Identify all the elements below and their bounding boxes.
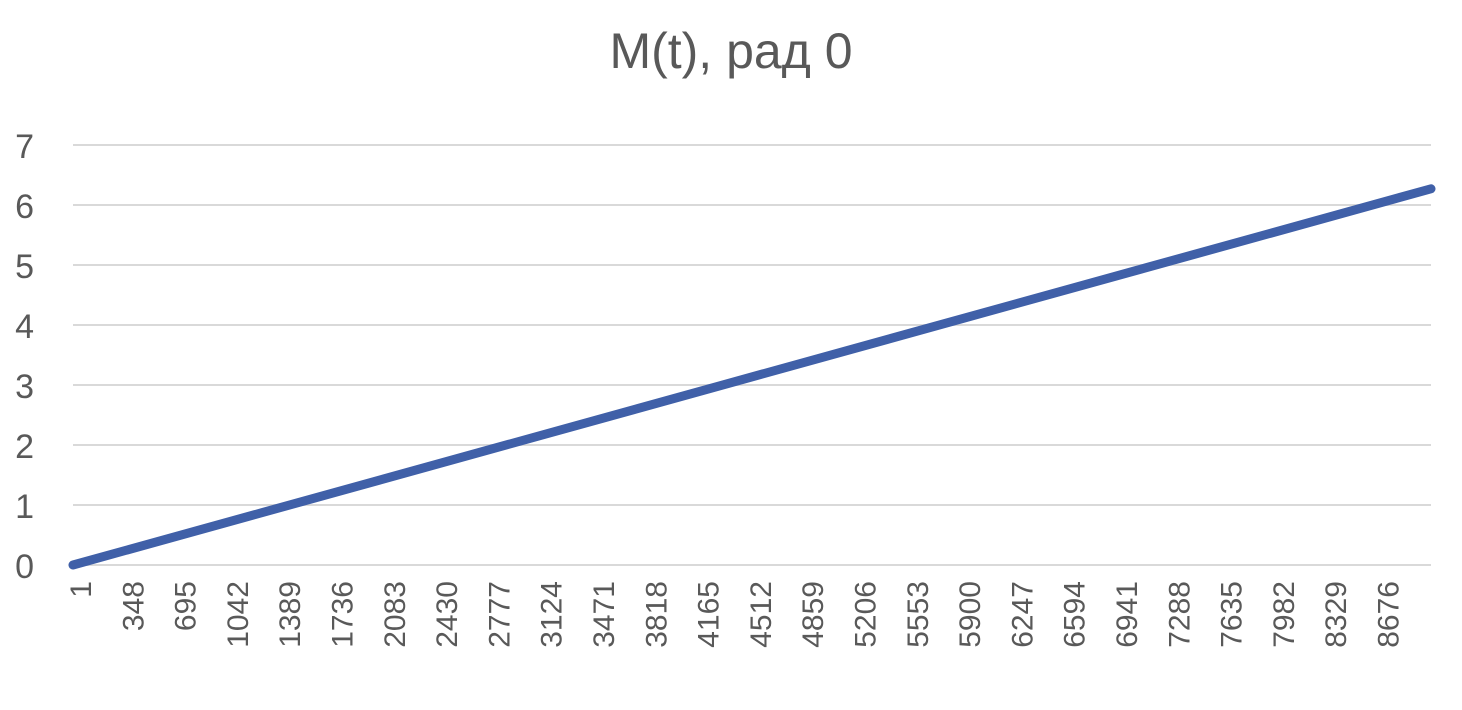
x-tick-label: 348: [117, 581, 150, 631]
x-tick-label: 4512: [745, 581, 778, 648]
x-tick-label: 2430: [431, 581, 464, 648]
x-tick-label: 2083: [379, 581, 412, 648]
y-tick-label: 6: [15, 188, 34, 226]
y-tick-label: 3: [15, 368, 34, 406]
x-tick-label: 6247: [1006, 581, 1039, 648]
x-tick-label: 3471: [588, 581, 621, 648]
x-tick-label: 5206: [850, 581, 883, 648]
x-tick-label: 5553: [902, 581, 935, 648]
y-tick-label: 1: [15, 488, 34, 526]
x-tick-label: 7635: [1216, 581, 1249, 648]
x-tick-label: 8676: [1373, 581, 1406, 648]
x-tick-label: 1: [65, 581, 98, 598]
x-tick-label: 4165: [693, 581, 726, 648]
x-tick-label: 2777: [483, 581, 516, 648]
x-tick-label: 3124: [536, 581, 569, 648]
x-tick-label: 6941: [1111, 581, 1144, 648]
y-tick-label: 7: [15, 128, 34, 166]
x-tick-label: 1042: [222, 581, 255, 648]
x-tick-label: 7982: [1268, 581, 1301, 648]
x-tick-label: 5900: [954, 581, 987, 648]
y-tick-label: 0: [15, 548, 34, 586]
x-tick-label: 6594: [1059, 581, 1092, 648]
x-tick-label: 3818: [640, 581, 673, 648]
x-tick-label: 7288: [1163, 581, 1196, 648]
x-tick-label: 1389: [274, 581, 307, 648]
y-tick-label: 4: [15, 308, 34, 346]
series-line: [68, 184, 1436, 570]
x-tick-label: 695: [170, 581, 203, 631]
y-tick-label: 5: [15, 248, 34, 286]
y-tick-label: 2: [15, 428, 34, 466]
chart-title: M(t), рад 0: [609, 23, 853, 79]
x-tick-label: 8329: [1320, 581, 1353, 648]
x-tick-label: 4859: [797, 581, 830, 648]
x-tick-label: 1736: [327, 581, 360, 648]
